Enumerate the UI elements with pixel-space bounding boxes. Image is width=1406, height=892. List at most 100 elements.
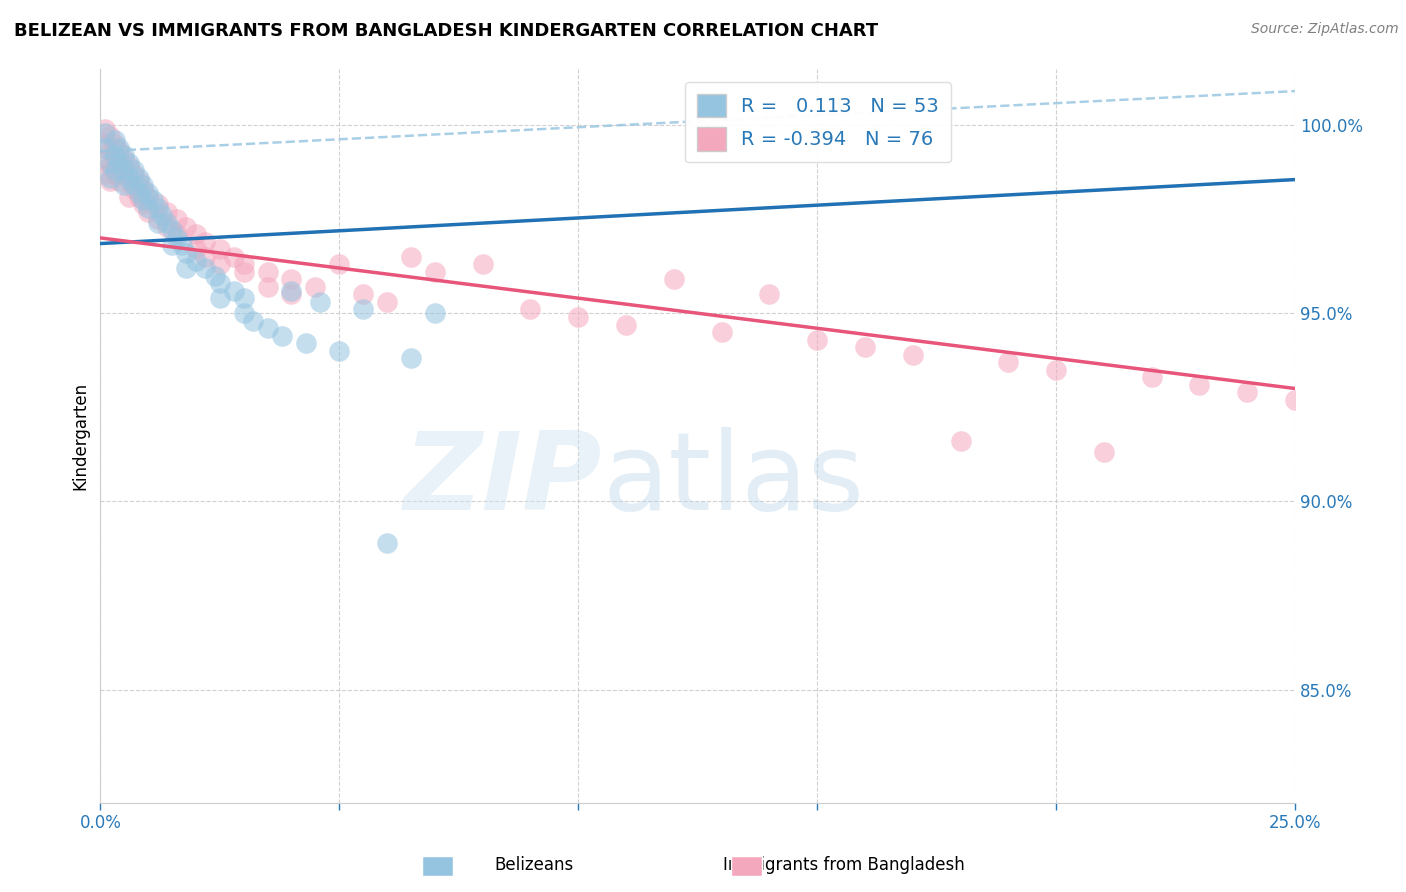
Point: [118, 189, 141, 203]
Point: [136, 201, 159, 215]
Point: [662, 272, 685, 286]
Point: [853, 340, 876, 354]
Point: [194, 260, 217, 275]
Point: [98, 160, 121, 174]
Point: [132, 194, 155, 208]
Point: [176, 260, 198, 275]
Text: Immigrants from Bangladesh: Immigrants from Bangladesh: [723, 856, 965, 874]
Point: [98, 145, 121, 159]
Point: [710, 325, 733, 339]
Point: [98, 155, 121, 169]
Point: [1045, 362, 1067, 376]
Point: [108, 140, 131, 154]
Point: [156, 216, 179, 230]
Point: [232, 306, 254, 320]
Point: [132, 197, 155, 211]
Point: [1188, 377, 1211, 392]
Point: [146, 216, 169, 230]
Point: [375, 294, 398, 309]
Point: [94, 121, 117, 136]
Point: [118, 160, 141, 174]
Point: [176, 246, 198, 260]
Point: [352, 287, 374, 301]
Point: [232, 291, 254, 305]
Point: [256, 265, 278, 279]
Point: [156, 219, 179, 234]
Point: [94, 152, 117, 166]
Point: [104, 148, 127, 162]
Point: [152, 208, 174, 222]
Point: [1092, 445, 1115, 459]
Point: [232, 257, 254, 271]
Point: [614, 318, 637, 332]
Point: [98, 129, 121, 144]
Text: BELIZEAN VS IMMIGRANTS FROM BANGLADESH KINDERGARTEN CORRELATION CHART: BELIZEAN VS IMMIGRANTS FROM BANGLADESH K…: [14, 22, 879, 40]
Point: [104, 136, 127, 151]
Point: [108, 155, 131, 169]
Point: [309, 294, 332, 309]
Point: [104, 133, 127, 147]
Point: [1236, 385, 1258, 400]
Text: ZIP: ZIP: [404, 426, 602, 533]
Point: [170, 238, 193, 252]
Point: [136, 204, 159, 219]
Point: [122, 178, 145, 193]
Point: [471, 257, 494, 271]
Point: [232, 265, 254, 279]
Point: [136, 189, 159, 203]
Point: [184, 253, 207, 268]
Point: [118, 170, 141, 185]
Point: [328, 343, 350, 358]
Point: [208, 291, 231, 305]
Point: [122, 167, 145, 181]
Point: [122, 163, 145, 178]
Point: [997, 355, 1019, 369]
Point: [242, 314, 264, 328]
Point: [208, 242, 231, 256]
Text: Source: ZipAtlas.com: Source: ZipAtlas.com: [1251, 22, 1399, 37]
Point: [128, 174, 150, 188]
Point: [194, 250, 217, 264]
Point: [758, 287, 780, 301]
Point: [132, 182, 155, 196]
Point: [271, 328, 294, 343]
Point: [136, 186, 159, 200]
Point: [224, 250, 246, 264]
Point: [1284, 392, 1306, 407]
Point: [122, 182, 145, 196]
Point: [118, 155, 141, 169]
Point: [204, 268, 226, 283]
Point: [108, 145, 131, 159]
Point: [280, 284, 302, 298]
Point: [423, 306, 446, 320]
Point: [108, 160, 131, 174]
Point: [146, 212, 169, 227]
Point: [806, 333, 828, 347]
Point: [519, 302, 541, 317]
Point: [328, 257, 350, 271]
Point: [184, 227, 207, 242]
Point: [160, 223, 183, 237]
Point: [104, 163, 127, 178]
Point: [128, 186, 150, 200]
Point: [94, 140, 117, 154]
Point: [184, 242, 207, 256]
Point: [118, 174, 141, 188]
Point: [132, 178, 155, 193]
Legend: R =   0.113   N = 53, R = -0.394   N = 76: R = 0.113 N = 53, R = -0.394 N = 76: [685, 82, 950, 162]
Point: [375, 536, 398, 550]
Point: [108, 174, 131, 188]
Point: [112, 163, 135, 178]
Point: [166, 227, 188, 242]
Point: [304, 280, 326, 294]
Point: [901, 348, 924, 362]
Point: [142, 194, 165, 208]
Point: [423, 265, 446, 279]
Point: [176, 219, 198, 234]
Point: [399, 351, 422, 366]
Point: [166, 231, 188, 245]
Point: [104, 167, 127, 181]
Point: [112, 178, 135, 193]
Text: atlas: atlas: [602, 426, 865, 533]
Point: [166, 212, 188, 227]
